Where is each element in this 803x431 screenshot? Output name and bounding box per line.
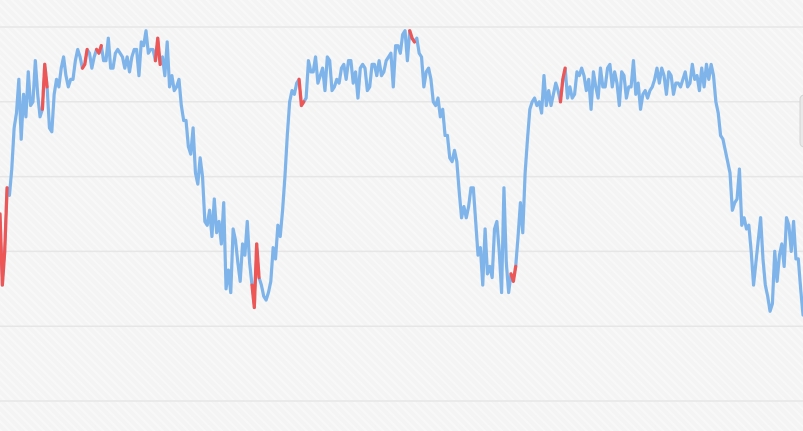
highlight-segment-5	[250, 242, 261, 310]
series-line-main	[0, 29, 803, 317]
highlight-segment-3	[94, 44, 103, 55]
highlight-segment-0	[0, 186, 9, 287]
series-group	[0, 29, 803, 317]
gridlines	[0, 26, 803, 402]
highlight-segment-8	[509, 264, 518, 283]
highlight-segment-1	[40, 62, 49, 111]
highlight-segment-7	[408, 29, 417, 44]
highlight-group	[0, 29, 567, 310]
highlight-segment-4	[153, 36, 162, 66]
highlight-segment-6	[297, 77, 306, 108]
highlight-segment-9	[558, 66, 567, 104]
right-edge-marker	[799, 94, 803, 148]
highlight-segment-2	[80, 47, 89, 70]
